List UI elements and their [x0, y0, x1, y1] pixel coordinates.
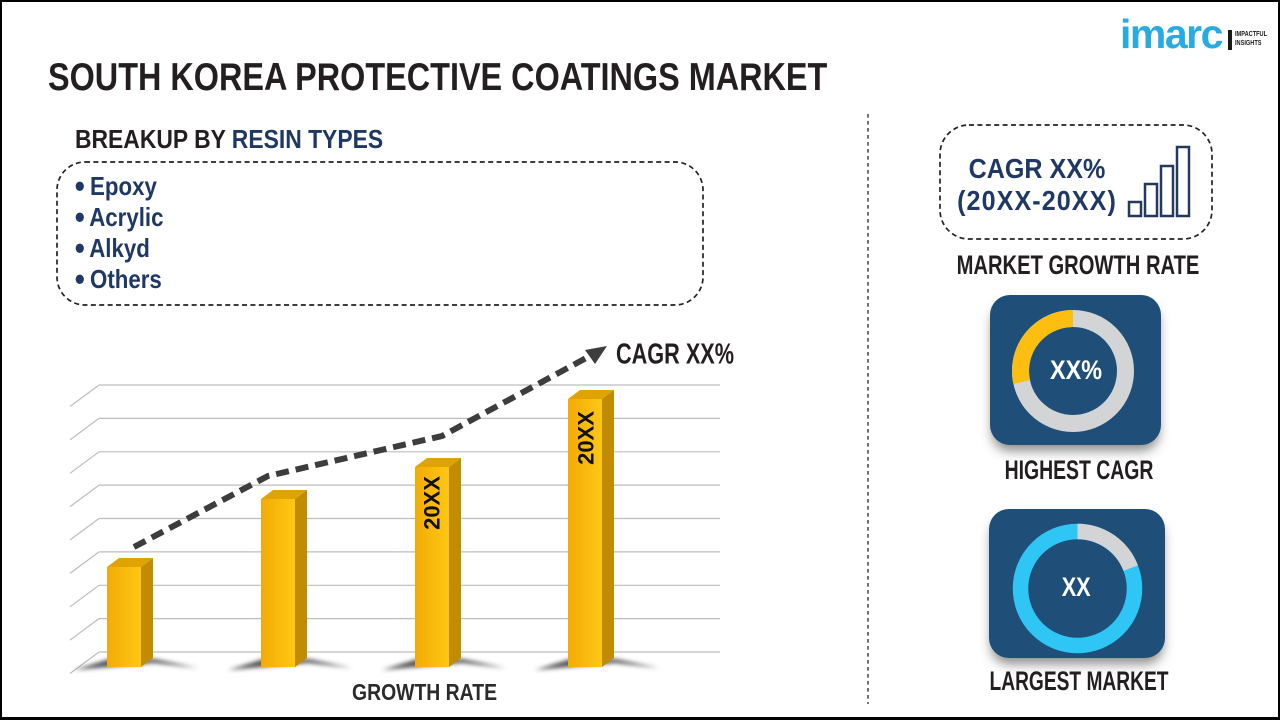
svg-text:20XX: 20XX [574, 411, 599, 465]
svg-text:XX: XX [1062, 572, 1091, 602]
svg-text:XX%: XX% [1050, 355, 1102, 385]
svg-text:GROWTH RATE: GROWTH RATE [352, 679, 497, 705]
svg-text:CAGR XX%: CAGR XX% [616, 339, 734, 371]
svg-text:20XX: 20XX [420, 476, 445, 530]
